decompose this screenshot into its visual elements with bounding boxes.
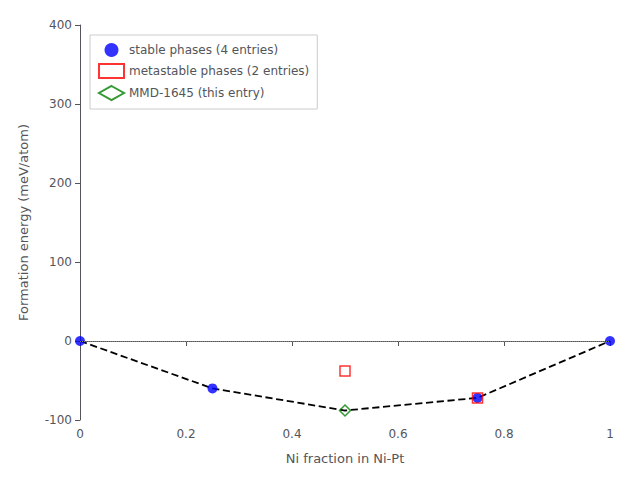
svg-text:-100: -100	[45, 413, 72, 427]
svg-text:MMD-1645 (this entry): MMD-1645 (this entry)	[129, 86, 264, 100]
svg-text:0.6: 0.6	[388, 427, 407, 441]
svg-text:0.8: 0.8	[494, 427, 513, 441]
svg-text:0.2: 0.2	[176, 427, 195, 441]
svg-text:0: 0	[76, 427, 84, 441]
svg-text:Formation energy (meV/atom): Formation energy (meV/atom)	[16, 124, 31, 321]
svg-text:200: 200	[49, 176, 72, 190]
svg-text:1: 1	[606, 427, 614, 441]
svg-text:0.4: 0.4	[282, 427, 301, 441]
svg-text:metastable phases (2 entries): metastable phases (2 entries)	[129, 64, 309, 78]
svg-text:300: 300	[49, 97, 72, 111]
svg-text:400: 400	[49, 18, 72, 32]
svg-text:100: 100	[49, 255, 72, 269]
svg-text:stable phases (4 entries): stable phases (4 entries)	[129, 43, 278, 57]
svg-text:Ni fraction in Ni-Pt: Ni fraction in Ni-Pt	[286, 451, 405, 466]
svg-text:0: 0	[64, 334, 72, 348]
